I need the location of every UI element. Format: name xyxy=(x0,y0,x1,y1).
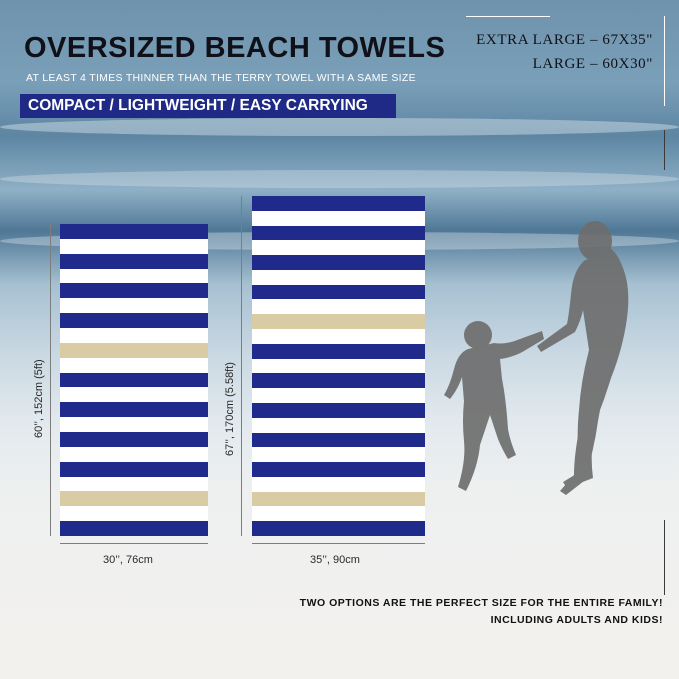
towel-stripe xyxy=(60,387,208,403)
decor-line xyxy=(664,520,665,595)
subtitle: AT LEAST 4 TIMES THINNER THAN THE TERRY … xyxy=(26,72,416,84)
towel-stripe xyxy=(252,373,425,389)
towel-stripe xyxy=(252,521,425,537)
size-extra-large: EXTRA LARGE – 67X35" xyxy=(476,32,653,48)
towel-stripe xyxy=(252,432,425,448)
towel-small-width-label: 30’’, 76cm xyxy=(103,554,153,566)
towel-stripe xyxy=(252,343,425,360)
towel-stripe xyxy=(60,238,208,255)
towel-large xyxy=(252,196,425,537)
towel-stripe xyxy=(252,417,425,434)
towel-stripe xyxy=(60,446,208,463)
decor-line xyxy=(466,16,550,17)
towel-stripe xyxy=(60,224,208,240)
decor-line xyxy=(664,16,665,106)
towel-stripe xyxy=(60,402,208,418)
towel-stripe xyxy=(60,521,208,537)
towel-stripe xyxy=(60,253,208,270)
towel-stripe xyxy=(60,357,208,374)
towel-stripe xyxy=(252,506,425,522)
towel-stripe xyxy=(60,372,208,388)
towel-stripe xyxy=(60,491,208,507)
footer-line-2: INCLUDING ADULTS AND KIDS! xyxy=(490,614,663,626)
wave-decoration xyxy=(0,170,679,188)
towel-stripe xyxy=(252,447,425,463)
towel-stripe xyxy=(252,196,425,212)
towel-stripe xyxy=(252,358,425,374)
towel-stripe xyxy=(60,328,208,344)
width-rule xyxy=(60,543,208,544)
height-rule xyxy=(50,224,51,536)
towel-large-height-label: 67’’, 170cm (5.58ft) xyxy=(224,362,236,456)
towel-stripe xyxy=(252,299,425,315)
towel-stripe xyxy=(60,432,208,448)
height-rule xyxy=(241,196,242,536)
towel-stripe xyxy=(252,210,425,227)
towel-stripe xyxy=(60,506,208,522)
towel-small xyxy=(60,224,208,537)
towel-small-height-label: 60’’, 152cm (5ft) xyxy=(33,359,45,438)
towel-stripe xyxy=(60,417,208,433)
towel-stripe xyxy=(252,388,425,404)
size-large: LARGE – 60X30" xyxy=(532,56,653,72)
towel-stripe xyxy=(252,225,425,241)
towel-stripe xyxy=(60,476,208,492)
towel-stripe xyxy=(252,255,425,271)
towel-large-width-label: 35’’, 90cm xyxy=(310,554,360,566)
feature-banner: COMPACT / LIGHTWEIGHT / EASY CARRYING xyxy=(20,94,396,118)
towel-stripe xyxy=(252,269,425,286)
footer-line-1: TWO OPTIONS ARE THE PERFECT SIZE FOR THE… xyxy=(299,597,663,609)
width-rule xyxy=(252,543,425,544)
towel-stripe xyxy=(252,476,425,493)
towel-stripe xyxy=(60,461,208,478)
decor-line xyxy=(664,130,665,170)
towel-stripe xyxy=(252,329,425,345)
towel-stripe xyxy=(252,462,425,478)
towel-stripe xyxy=(252,240,425,256)
towel-stripe xyxy=(252,284,425,300)
page-title: OVERSIZED BEACH TOWELS xyxy=(24,32,446,64)
towel-stripe xyxy=(60,298,208,314)
family-silhouette xyxy=(444,221,629,495)
wave-decoration xyxy=(0,118,679,136)
towel-stripe xyxy=(252,491,425,507)
towel-stripe xyxy=(60,342,208,359)
towel-stripe xyxy=(60,283,208,299)
towel-stripe xyxy=(60,313,208,329)
towel-stripe xyxy=(60,268,208,284)
towel-stripe xyxy=(252,402,425,419)
towel-stripe xyxy=(252,314,425,330)
